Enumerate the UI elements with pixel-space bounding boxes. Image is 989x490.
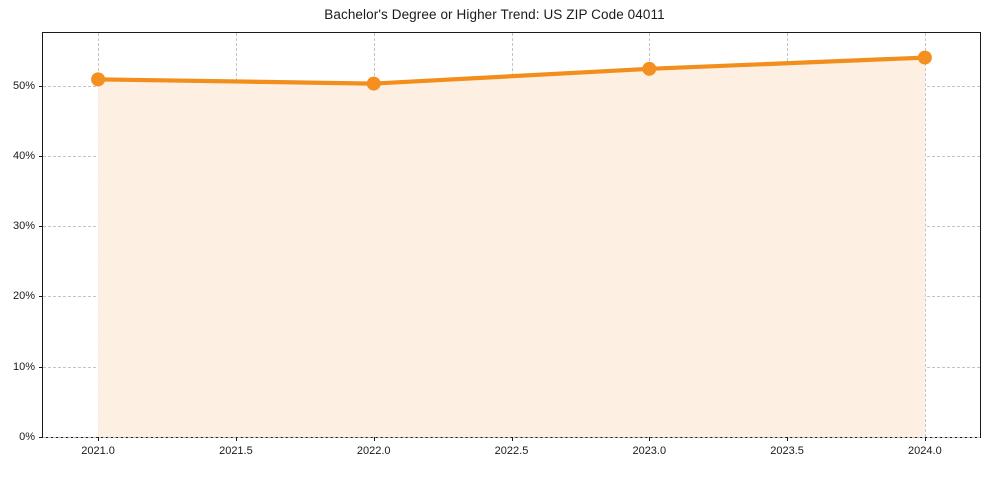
gridline-vertical (924, 33, 926, 437)
x-tick-label: 2023.5 (770, 445, 804, 457)
x-tick-label: 2021.0 (81, 445, 115, 457)
series-line (96, 55, 927, 86)
y-tick-label: 0% (19, 431, 35, 443)
plot-inner: 0% 10% 20% 30% 40% 50% 2021.0 2021.5 2022.0 2022… (13, 33, 980, 457)
y-tick-mark (39, 155, 43, 157)
series-markers (91, 50, 932, 91)
y-tick-label: 50% (12, 79, 35, 92)
y-tick-label: 30% (12, 220, 35, 233)
chart-title: Bachelor's Degree or Higher Trend: US ZI… (324, 7, 665, 22)
y-tick-mark (39, 437, 43, 438)
area-fill (98, 57, 925, 438)
y-tick-mark (39, 296, 43, 298)
x-tick-mark (235, 437, 237, 441)
y-tick-mark (39, 366, 43, 368)
y-tick-label: 40% (12, 149, 35, 162)
x-tick-mark (511, 437, 513, 441)
y-tick-label: 10% (12, 360, 35, 373)
series-plot (91, 50, 932, 438)
y-tick-mark (39, 85, 43, 87)
x-tick-mark (787, 437, 789, 441)
plot-area: 0% 10% 20% 30% 40% 50% 2021.0 2021.5 2022.0 2022… (13, 32, 981, 457)
x-tick-mark (649, 437, 651, 441)
data-point-marker (366, 76, 381, 91)
x-tick-mark (373, 437, 375, 441)
x-tick-label: 2021.5 (219, 445, 253, 457)
x-tick-label: 2024.0 (908, 445, 942, 457)
x-tick-mark (98, 437, 100, 441)
data-point-marker (642, 61, 657, 76)
y-tick-mark (39, 226, 43, 228)
y-tick-label: 20% (12, 290, 35, 303)
x-tick-label: 2023.0 (632, 445, 667, 457)
x-tick-mark (924, 437, 926, 441)
data-point-marker (91, 72, 106, 87)
data-point-marker (917, 50, 932, 65)
x-tick-label: 2022.5 (494, 445, 529, 457)
x-tick-label: 2022.0 (356, 445, 391, 457)
